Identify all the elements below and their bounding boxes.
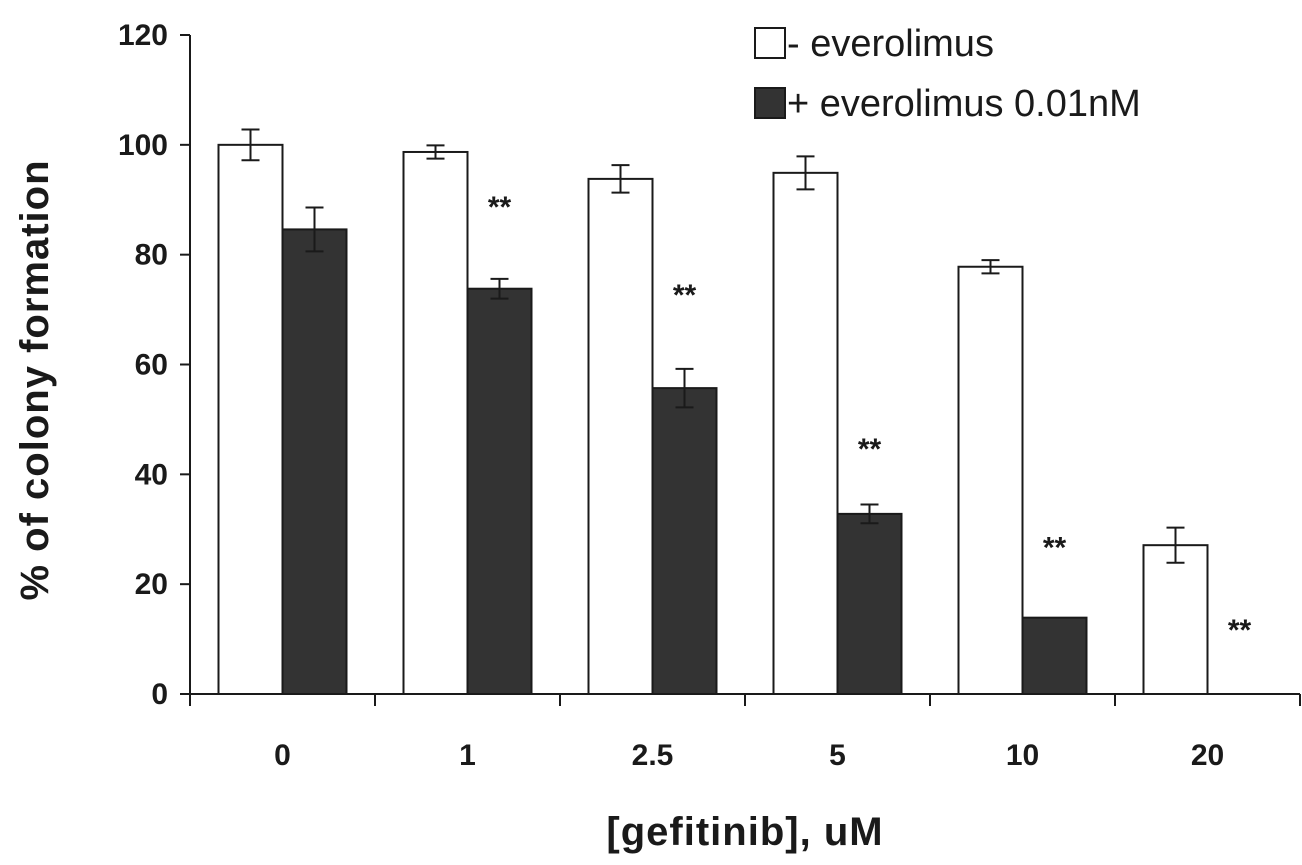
error-bar — [426, 144, 445, 160]
error-bar — [981, 259, 1000, 275]
bar — [1021, 616, 1088, 695]
error-bar — [241, 128, 260, 162]
y-axis-title: % of colony formation — [13, 160, 57, 601]
x-tick-label: 5 — [829, 739, 846, 772]
y-tick-label: 80 — [135, 239, 168, 272]
legend-item: - everolimus — [754, 23, 994, 65]
legend-swatch — [754, 87, 786, 119]
y-tick-label: 40 — [135, 458, 168, 491]
bar — [281, 228, 348, 695]
legend-item: + everolimus 0.01nM — [754, 83, 1141, 125]
x-tick-label: 2.5 — [632, 739, 674, 772]
error-bar — [490, 277, 509, 300]
x-tick-label: 20 — [1191, 739, 1224, 772]
y-tick-label: 20 — [135, 568, 168, 601]
error-bar — [675, 367, 694, 409]
bar — [836, 512, 903, 696]
legend-label: - everolimus — [787, 23, 994, 65]
error-bar — [305, 206, 324, 253]
axes — [180, 34, 1301, 706]
legend-label: + everolimus 0.01nM — [787, 83, 1141, 125]
y-tick-label: 120 — [118, 19, 168, 52]
significance-marker: ** — [858, 433, 882, 466]
x-tick-label: 0 — [274, 739, 291, 772]
error-bar — [860, 503, 879, 525]
y-tick-label: 60 — [135, 349, 168, 382]
error-bar — [796, 155, 815, 191]
error-bar — [1166, 526, 1185, 564]
significance-marker: ** — [488, 191, 512, 224]
significance-marker: ** — [673, 279, 697, 312]
y-tick-label: 0 — [151, 678, 168, 711]
bar — [402, 150, 469, 696]
y-tick-label: 100 — [118, 129, 168, 162]
bar — [957, 265, 1024, 695]
bar — [772, 171, 839, 696]
significance-marker: ** — [1043, 532, 1067, 565]
error-bar — [611, 164, 630, 194]
bar — [217, 143, 284, 696]
labels-layer: 0 20 40 60 80 100 120 0 1 2.5 5 10 20 ** ** ** ** ** — [118, 19, 1252, 772]
legend: - everolimus + everolimus 0.01nM — [754, 23, 1141, 125]
bars-layer — [217, 128, 1209, 696]
x-tick-label: 10 — [1006, 739, 1039, 772]
bar — [651, 387, 718, 695]
bar — [466, 287, 533, 695]
bar — [1142, 544, 1209, 696]
x-axis-title: [gefitinib], uM — [606, 810, 883, 854]
bar — [587, 177, 654, 696]
legend-swatch — [754, 27, 786, 59]
significance-marker: ** — [1228, 614, 1252, 647]
x-tick-label: 1 — [459, 739, 476, 772]
